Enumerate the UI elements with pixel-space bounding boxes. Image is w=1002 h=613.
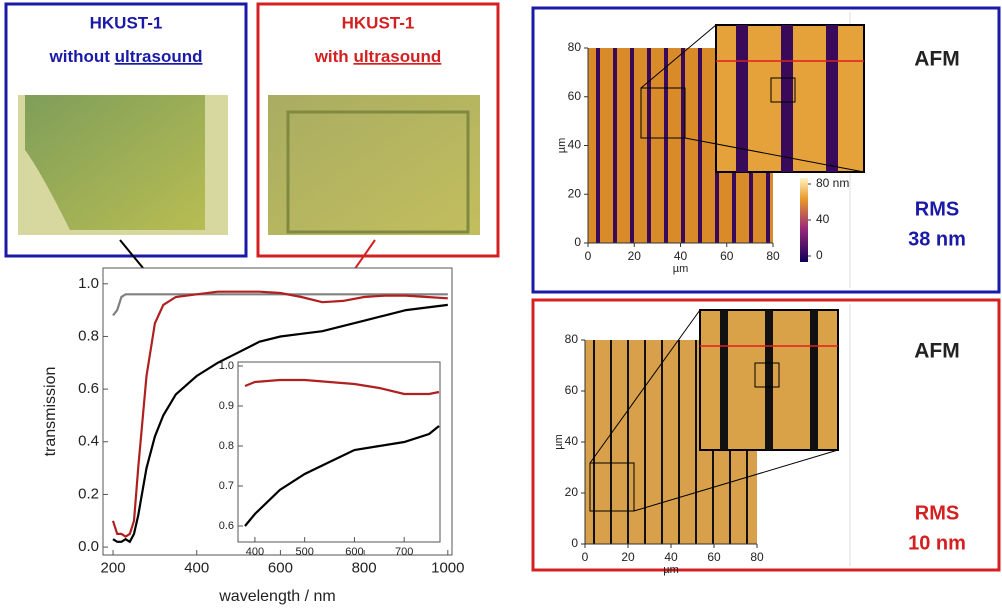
y-axis-label: µm: [556, 138, 568, 154]
afm-stripe: [627, 340, 629, 544]
x-tick-label: 40: [664, 550, 678, 564]
y-axis-label: µm: [553, 434, 565, 450]
colorbar-label: 80 nm: [816, 176, 849, 190]
rms-value: 38 nm: [908, 228, 966, 250]
afm-stripe: [610, 340, 612, 544]
x-tick-label: 400: [246, 546, 264, 558]
y-tick-label: 0: [574, 235, 581, 249]
y-tick-label: 0.8: [78, 327, 99, 344]
afm-stripe: [644, 340, 646, 544]
photo-caption: with ultrasound: [314, 47, 442, 66]
x-tick-label: 80: [766, 249, 780, 263]
afm-stripe: [681, 48, 685, 243]
condition: without: [49, 47, 111, 66]
afm-stripe: [664, 48, 668, 243]
rms-value: 10 nm: [908, 532, 966, 554]
y-tick-label: 0.2: [78, 485, 99, 502]
y-tick-label: 20: [568, 186, 582, 200]
x-tick-label: 0: [585, 249, 592, 263]
x-tick-label: 40: [674, 249, 688, 263]
y-tick-label: 80: [568, 40, 582, 54]
x-tick-label: 600: [268, 559, 293, 576]
afm-stripe: [661, 340, 663, 544]
x-axis-label: µm: [663, 564, 679, 576]
method: ultrasound: [353, 47, 441, 66]
afm-stripe: [826, 25, 838, 172]
x-tick-label: 400: [184, 559, 209, 576]
x-tick-label: 60: [720, 249, 734, 263]
x-tick-label: 500: [295, 546, 313, 558]
x-tick-label: 800: [352, 559, 377, 576]
y-tick-label: 1.0: [78, 275, 99, 292]
colorbar-label: 40: [816, 212, 830, 226]
afm-stripe: [613, 48, 617, 243]
afm-stripe: [695, 340, 697, 544]
figure: HKUST-1 without ultrasound HKUST-1 with …: [0, 0, 1002, 608]
y-tick-label: 60: [565, 383, 579, 397]
y-tick-label: 20: [565, 485, 579, 499]
afm-stripe: [698, 48, 702, 243]
condition: with: [314, 47, 349, 66]
page: HKUST-1 without ultrasound HKUST-1 with …: [0, 0, 1002, 613]
y-tick-label: 0: [571, 536, 578, 550]
colorbar: [800, 178, 808, 262]
x-tick-label: 20: [621, 550, 635, 564]
photo-caption: without ultrasound: [49, 47, 203, 66]
afm-stripe: [678, 340, 680, 544]
y-tick-label: 80: [565, 332, 579, 346]
plot-area: [238, 362, 440, 542]
x-tick-label: 60: [707, 550, 721, 564]
afm-stripe: [720, 310, 728, 450]
x-tick-label: 600: [345, 546, 363, 558]
y-axis-label: transmission: [42, 367, 59, 457]
photo-title: HKUST-1: [342, 13, 415, 32]
x-axis-label: µm: [673, 263, 689, 275]
rms-label: RMS: [915, 198, 959, 220]
y-tick-label: 40: [568, 138, 582, 152]
y-tick-label: 1.0: [219, 360, 234, 372]
afm-stripe: [765, 310, 773, 450]
x-tick-label: 20: [628, 249, 642, 263]
x-tick-label: 700: [395, 546, 413, 558]
afm-stripe: [593, 340, 595, 544]
afm-title: AFM: [914, 48, 960, 71]
y-tick-label: 0.6: [219, 520, 234, 532]
rms-label: RMS: [915, 502, 959, 524]
method: ultrasound: [115, 47, 203, 66]
photo-background: [268, 95, 480, 235]
colorbar-label: 0: [816, 248, 823, 262]
x-tick-label: 0: [582, 550, 589, 564]
y-tick-label: 0.6: [78, 380, 99, 397]
afm-stripe: [630, 48, 634, 243]
x-tick-label: 80: [750, 550, 764, 564]
y-tick-label: 40: [565, 434, 579, 448]
y-tick-label: 0.9: [219, 400, 234, 412]
afm-stripe: [596, 48, 600, 243]
afm-stripe: [647, 48, 651, 243]
y-tick-label: 0.7: [219, 480, 234, 492]
x-tick-label: 200: [101, 559, 126, 576]
afm-stripe: [781, 25, 793, 172]
photo-title: HKUST-1: [90, 13, 163, 32]
y-tick-label: 0.8: [219, 440, 234, 452]
y-tick-label: 0.0: [78, 538, 99, 555]
y-tick-label: 0.4: [78, 433, 99, 450]
afm-title: AFM: [914, 340, 960, 363]
y-tick-label: 60: [568, 89, 582, 103]
afm-stripe: [810, 310, 818, 450]
x-axis-label: wavelength / nm: [218, 588, 336, 605]
x-tick-label: 1000: [431, 559, 464, 576]
